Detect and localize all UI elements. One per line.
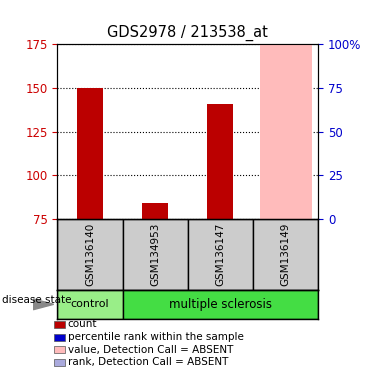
Title: GDS2978 / 213538_at: GDS2978 / 213538_at — [107, 25, 268, 41]
Text: GSM136147: GSM136147 — [215, 223, 225, 286]
Text: disease state: disease state — [2, 295, 71, 306]
Bar — [122, 219, 188, 290]
Text: count: count — [68, 319, 97, 329]
Text: GSM134953: GSM134953 — [150, 223, 160, 286]
Text: rank, Detection Call = ABSENT: rank, Detection Call = ABSENT — [68, 358, 228, 367]
Text: multiple sclerosis: multiple sclerosis — [169, 298, 272, 311]
Bar — [57, 219, 122, 290]
Bar — [188, 219, 253, 290]
Bar — [77, 88, 103, 219]
Bar — [259, 44, 312, 219]
Bar — [57, 290, 122, 319]
Bar — [253, 219, 318, 290]
Bar — [122, 290, 318, 319]
Bar — [142, 203, 168, 219]
Text: GSM136149: GSM136149 — [280, 223, 290, 286]
Text: percentile rank within the sample: percentile rank within the sample — [68, 332, 243, 342]
Text: GSM136140: GSM136140 — [85, 223, 95, 286]
Polygon shape — [33, 299, 54, 310]
Text: value, Detection Call = ABSENT: value, Detection Call = ABSENT — [68, 345, 233, 355]
Bar — [207, 104, 233, 219]
Text: control: control — [71, 299, 109, 310]
